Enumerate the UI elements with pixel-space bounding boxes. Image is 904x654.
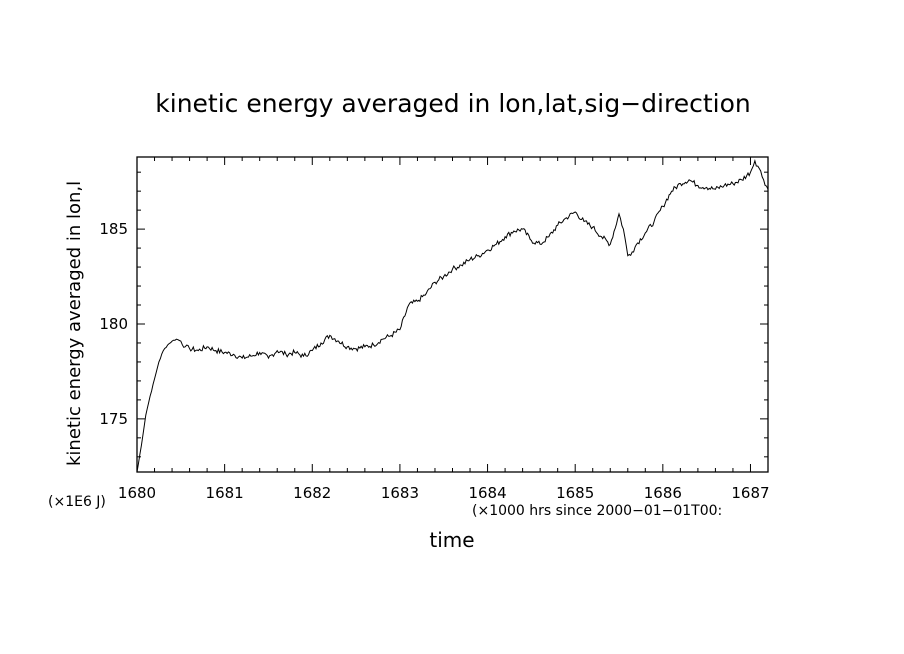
x-tick-label: 1680: [118, 484, 156, 502]
y-tick-label: 175: [99, 410, 128, 428]
x-tick-labels: 1680 1681 1682 1683 1684 1685 1686 1687: [118, 484, 770, 502]
plot-frame: [136, 156, 769, 473]
x-tick-label: 1682: [293, 484, 331, 502]
y-tick-label: 180: [99, 315, 128, 333]
plot-area: [136, 156, 769, 473]
y-unit-label: (×1E6 J): [48, 494, 106, 510]
x-tick-label: 1685: [556, 484, 594, 502]
chart-title: kinetic energy averaged in lon,lat,sig−d…: [155, 89, 750, 118]
series-line: [136, 158, 769, 473]
axis-ticks: [136, 157, 769, 472]
y-axis-label: kinetic energy averaged in lon,l: [64, 181, 85, 466]
x-tick-label: 1681: [206, 484, 244, 502]
x-axis-label: time: [429, 528, 474, 552]
y-tick-label: 185: [99, 220, 128, 238]
x-tick-label: 1683: [381, 484, 419, 502]
x-tick-label: 1684: [468, 484, 506, 502]
x-tick-label: 1687: [731, 484, 769, 502]
y-tick-labels: 175 180 185: [99, 220, 128, 428]
x-unit-label: (×1000 hrs since 2000−01−01T00:: [472, 503, 722, 519]
x-tick-label: 1686: [644, 484, 682, 502]
